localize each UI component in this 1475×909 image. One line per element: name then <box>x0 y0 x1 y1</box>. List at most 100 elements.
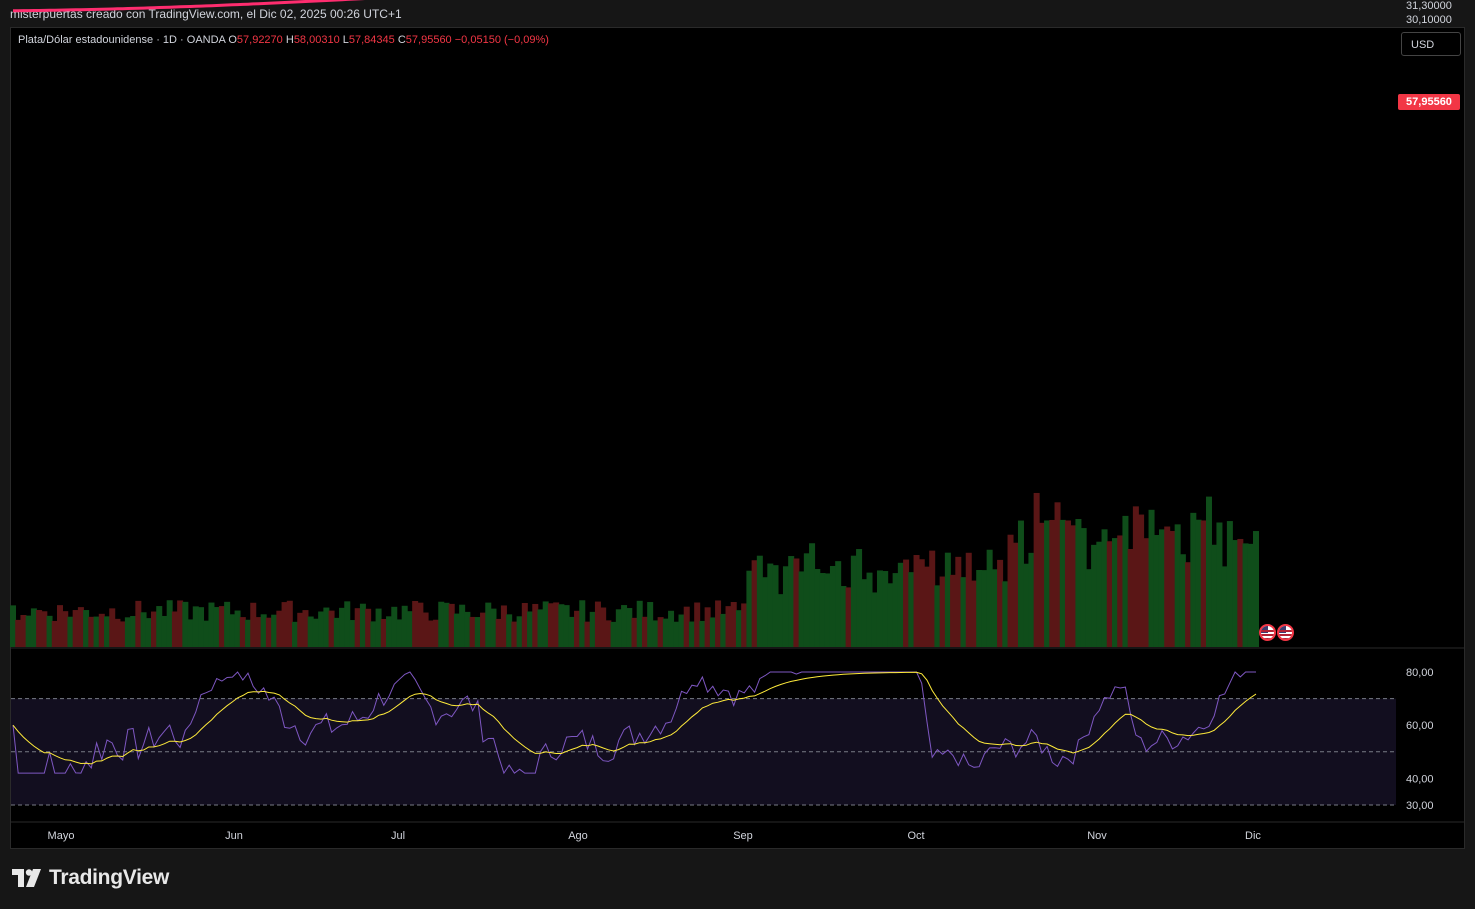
time-tick-label: Dic <box>1245 830 1261 842</box>
volume-bar <box>77 607 84 647</box>
volume-bar <box>1164 526 1171 647</box>
volume-bar <box>151 611 158 647</box>
volume-bar <box>417 602 424 647</box>
volume-bar <box>276 610 283 647</box>
change-value: −0,05150 (−0,09%) <box>454 34 549 46</box>
tradingview-brand: TradingView <box>49 866 170 889</box>
volume-bar <box>83 610 90 647</box>
volume-bar <box>955 556 962 647</box>
volume-bar <box>140 612 147 647</box>
symbol-name: Plata/Dólar estadounidense · 1D · OANDA <box>18 34 226 46</box>
volume-bar <box>631 617 638 647</box>
volume-bar <box>412 601 419 647</box>
volume-bar <box>521 602 528 647</box>
volume-bar <box>427 620 434 647</box>
volume-bar <box>997 559 1004 647</box>
volume-bar <box>401 605 408 647</box>
volume-bar <box>156 606 163 647</box>
volume-bar <box>908 572 915 647</box>
volume-bar <box>41 611 48 647</box>
volume-bar <box>109 608 116 647</box>
volume-bar <box>991 569 998 647</box>
volume-bar <box>824 573 831 647</box>
volume-bar <box>542 601 549 647</box>
symbol-legend[interactable]: Plata/Dólar estadounidense · 1D · OANDA … <box>18 34 549 46</box>
us-flag-event-icon[interactable] <box>1277 624 1294 641</box>
volume-bar <box>704 607 711 647</box>
volume-bar <box>929 550 936 647</box>
volume-bar <box>694 602 701 647</box>
volume-bar <box>1179 554 1186 647</box>
volume-bar <box>370 621 377 647</box>
volume-bar <box>850 555 857 647</box>
low-label: L <box>342 34 349 46</box>
volume-bar <box>1174 524 1181 647</box>
volume-bar <box>480 612 487 647</box>
volume-bar <box>1117 535 1124 647</box>
volume-bar <box>903 559 910 647</box>
volume-bar <box>344 601 351 647</box>
volume-bar <box>1023 563 1030 647</box>
volume-bar <box>934 585 941 647</box>
time-axis: Mayo Jun Jul Ago Sep Oct Nov Dic <box>11 821 1464 842</box>
volume-bar <box>1148 509 1155 647</box>
volume-bar <box>892 573 899 647</box>
volume-bar <box>1059 519 1066 647</box>
price-tick-label: 31,30000 <box>1406 0 1452 12</box>
tradingview-logo: TradingView <box>12 866 169 890</box>
volume-bar <box>1226 521 1233 647</box>
volume-bar <box>1075 518 1082 647</box>
volume-bar <box>652 620 659 647</box>
rsi-tick-label: 40,00 <box>1406 773 1434 785</box>
volume-bar <box>626 608 633 647</box>
volume-bar <box>119 621 126 647</box>
volume-bar <box>506 614 513 647</box>
volume-bar <box>574 610 581 647</box>
volume-bar <box>354 608 361 647</box>
rsi-pane: 80,00 60,00 40,00 30,00 <box>11 647 1464 812</box>
price-axis: 54,0000052,0000050,0000048,0000046,00000… <box>1406 0 1452 26</box>
volume-bar <box>292 621 299 647</box>
volume-bar <box>866 572 873 647</box>
volume-bar <box>312 618 319 647</box>
volume-bar <box>688 621 695 647</box>
volume-bar <box>1169 530 1176 647</box>
volume-bar <box>809 543 816 647</box>
volume-bar <box>1064 520 1071 647</box>
volume-bar <box>1211 544 1218 647</box>
volume-bar <box>161 615 168 647</box>
volume-bar <box>1122 515 1129 647</box>
currency-button[interactable]: USD <box>1401 32 1461 56</box>
volume-bar <box>30 608 37 647</box>
volume-bar <box>1232 540 1239 647</box>
volume-bar <box>756 555 763 647</box>
volume-bar <box>386 616 393 647</box>
volume-bar <box>803 553 810 647</box>
volume-bar <box>683 606 690 647</box>
volume-bar <box>1091 544 1098 647</box>
volume-bar <box>474 617 481 647</box>
volume-bar <box>1028 552 1035 647</box>
volume-bar <box>1221 566 1228 647</box>
volume-bar <box>1158 529 1165 647</box>
us-flag-event-icon[interactable] <box>1259 624 1276 641</box>
volume-bar <box>339 607 346 647</box>
volume-bar <box>605 620 612 647</box>
volume-bar <box>1106 541 1113 647</box>
volume-bar <box>835 561 842 647</box>
volume-bar <box>67 616 74 647</box>
volume-bar <box>1033 492 1040 647</box>
volume-bar <box>297 612 304 647</box>
volume-bar <box>981 570 988 647</box>
volume-bar <box>485 602 492 647</box>
volume-bar <box>380 618 387 647</box>
low-value: 57,84345 <box>348 34 395 46</box>
volume-bar <box>72 610 79 647</box>
volume-bar <box>1017 520 1024 647</box>
volume-bar <box>1253 531 1259 647</box>
volume-bar <box>568 616 575 647</box>
volume-bar <box>1007 534 1014 647</box>
high-value: 58,00310 <box>293 34 340 46</box>
volume-bar <box>130 616 137 647</box>
